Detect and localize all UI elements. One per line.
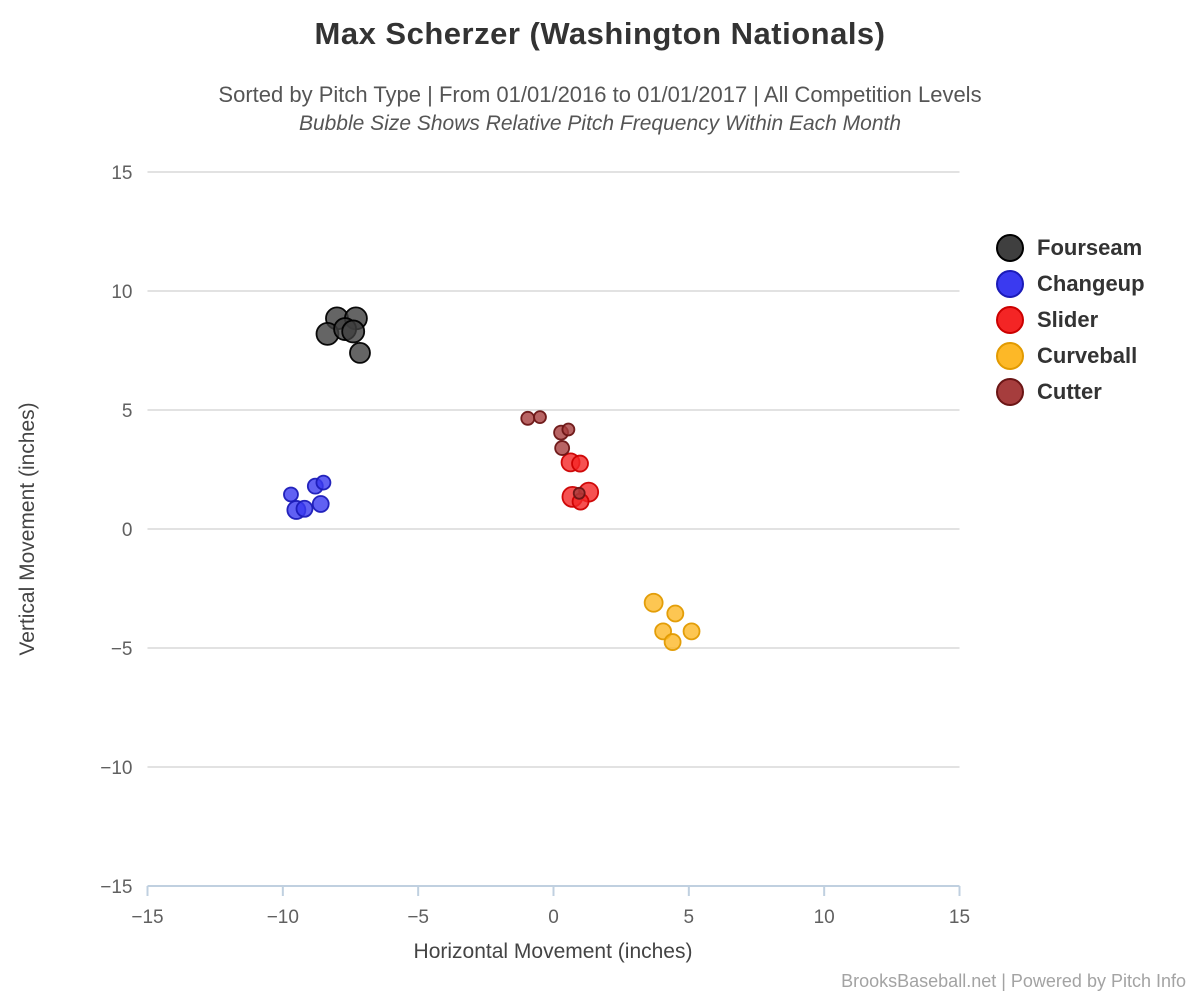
x-tick-label: −5 (407, 907, 429, 928)
legend-item-changeup: Changeup (996, 266, 1145, 302)
bubble-cutter (561, 422, 576, 437)
legend-dot-fourseam (996, 234, 1024, 262)
legend-dot-changeup (996, 270, 1024, 298)
bubble-fourseam (341, 319, 366, 344)
bubble-fourseam (349, 341, 371, 364)
legend-label-cutter: Cutter (1037, 379, 1102, 404)
bubble-cutter (533, 410, 547, 425)
y-axis-title: Vertical Movement (inches) (16, 402, 39, 655)
footer-credit: BrooksBaseball.net | Powered by Pitch In… (841, 971, 1186, 991)
chart-subtitle: Sorted by Pitch Type | From 01/01/2016 t… (218, 82, 982, 107)
bubble-changeup (295, 499, 314, 518)
y-tick-label: 0 (122, 520, 133, 541)
y-tick-label: −5 (111, 639, 133, 660)
y-tick-label: −10 (100, 758, 132, 779)
bubble-curveball (643, 592, 664, 613)
legend: Fourseam Changeup Slider Curveball Cutte… (996, 230, 1145, 410)
bubble-curveball (663, 633, 682, 651)
x-axis-title: Horizontal Movement (inches) (414, 940, 693, 963)
y-tick-label: 10 (111, 282, 132, 303)
bubble-cutter (520, 410, 536, 426)
y-tick-label: 15 (111, 163, 132, 184)
legend-label-fourseam: Fourseam (1037, 235, 1143, 260)
bubble-curveball (666, 604, 685, 623)
bubble-cutter (572, 486, 586, 500)
bubble-changeup (315, 474, 332, 491)
bubble-curveball (682, 622, 701, 641)
legend-dot-slider (996, 306, 1024, 334)
bubble-slider (571, 454, 589, 473)
y-tick-label: −15 (100, 877, 132, 898)
legend-item-fourseam: Fourseam (996, 230, 1145, 266)
bubble-changeup (283, 486, 299, 503)
x-tick-label: 0 (548, 907, 559, 928)
legend-dot-cutter (996, 378, 1024, 406)
x-tick-label: −15 (131, 907, 163, 928)
legend-label-curveball: Curveball (1037, 343, 1138, 368)
chart-subtitle-note: Bubble Size Shows Relative Pitch Frequen… (298, 112, 902, 135)
legend-item-cutter: Cutter (996, 374, 1145, 410)
legend-item-slider: Slider (996, 302, 1145, 338)
legend-label-changeup: Changeup (1037, 271, 1145, 296)
x-tick-label: 5 (684, 907, 695, 928)
x-tick-label: 10 (814, 907, 835, 928)
legend-item-curveball: Curveball (996, 338, 1145, 374)
chart-title: Max Scherzer (Washington Nationals) (314, 16, 886, 51)
legend-label-slider: Slider (1037, 307, 1099, 332)
x-tick-label: 15 (949, 907, 970, 928)
bubble-changeup (311, 495, 330, 513)
legend-dot-curveball (996, 342, 1024, 370)
x-tick-label: −10 (267, 907, 299, 928)
bubble-cutter (554, 440, 571, 456)
y-tick-label: 5 (122, 401, 133, 422)
